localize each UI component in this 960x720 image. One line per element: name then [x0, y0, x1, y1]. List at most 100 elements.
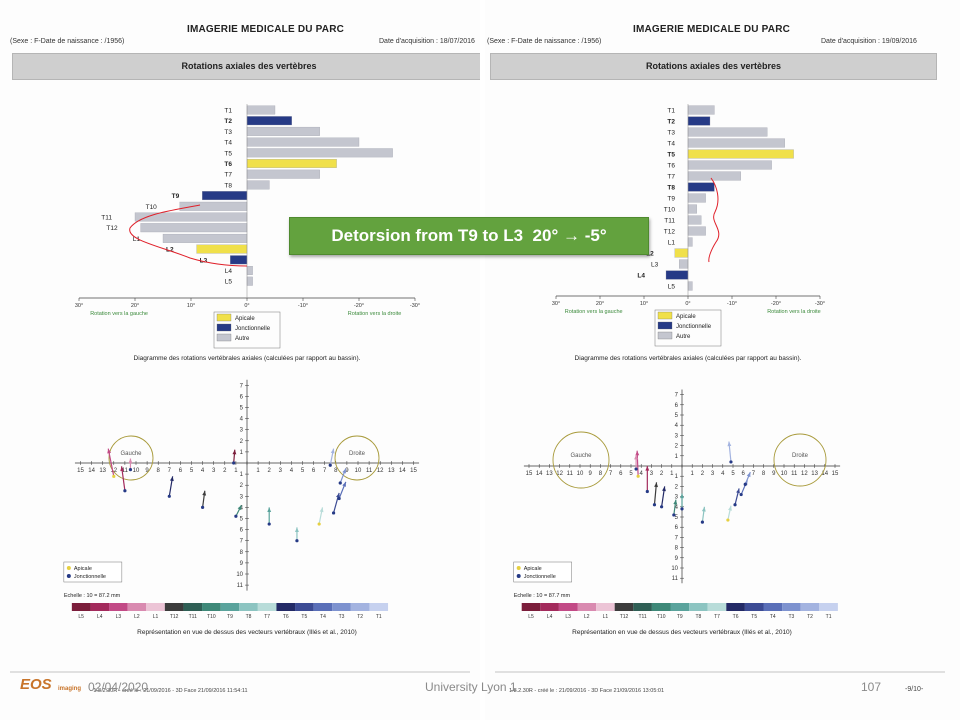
- vector-arrowhead: [336, 492, 340, 498]
- colorbar-segment: [276, 603, 296, 611]
- colorbar-segment: [782, 603, 801, 611]
- bar-L3: [679, 259, 689, 269]
- colorbar-label: T10: [657, 614, 666, 620]
- vector-x-tick-label: 7: [752, 471, 756, 477]
- patient-info: (Sexe : F-Date de naissance : /1956): [10, 38, 125, 45]
- vector-x-tick-label: 13: [546, 471, 553, 477]
- vector-y-tick-label: 1: [675, 454, 679, 460]
- bar-label-L4: L4: [225, 268, 233, 275]
- vector-legend-box: [63, 561, 123, 583]
- colorbar-segment: [350, 603, 370, 611]
- rotation-right-label: Rotation vers la droite: [348, 311, 402, 317]
- vector-origin-dot: [739, 492, 743, 497]
- colorbar-segment: [614, 603, 634, 611]
- circle-right-label: Droite: [792, 453, 809, 459]
- vector-x-tick-label: 2: [701, 471, 705, 477]
- vector-y-tick-label: 1: [675, 474, 679, 480]
- vector-y-tick-label: 6: [675, 525, 679, 531]
- x-tick-label: 10°: [640, 301, 648, 307]
- acquisition-date: Date d'acquisition : 18/07/2016: [379, 38, 475, 45]
- bar-L4: [665, 270, 689, 280]
- vector-origin-dot: [123, 489, 127, 493]
- bar-label-L3: L3: [200, 257, 208, 264]
- vector-x-tick-label: 1: [691, 471, 695, 477]
- bar-T9: [202, 191, 248, 201]
- colorbar-segment: [202, 603, 221, 611]
- bar-label-T2: T2: [224, 118, 232, 125]
- vector-caption: Représentation en vue de dessus des vect…: [137, 629, 357, 636]
- legend-junction-dot: [516, 574, 521, 578]
- vector-origin-dot: [660, 505, 664, 509]
- colorbar-segment: [109, 603, 128, 611]
- vector-y-tick-label: 8: [240, 550, 244, 556]
- vector-y-tick-label: 2: [240, 439, 244, 445]
- report-header-title: IMAGERIE MEDICALE DU PARC: [187, 24, 345, 35]
- vector-x-tick-label: 13: [811, 471, 818, 477]
- vector-x-tick-label: 5: [629, 471, 633, 477]
- bar-label-T6: T6: [667, 163, 675, 170]
- legend-label-apical: Apicale: [676, 314, 696, 320]
- vector-x-tick-label: 6: [619, 471, 623, 477]
- bar-label-T9: T9: [667, 196, 675, 203]
- vector-arrowhead: [736, 488, 740, 494]
- rotation-left-label: Rotation vers la gauche: [90, 311, 148, 317]
- bar-L3: [230, 255, 248, 265]
- vector-y-tick-label: 6: [240, 394, 244, 400]
- vector-y-tick-label: 9: [675, 556, 679, 562]
- panel-gap: [480, 0, 485, 720]
- legend-box: [654, 309, 722, 347]
- vector-x-tick-label: 10: [133, 468, 140, 474]
- vector-y-tick-label: 9: [240, 561, 244, 567]
- x-tick-label: 20°: [596, 301, 604, 307]
- bar-T5: [246, 148, 393, 158]
- vector-x-tick-label: 14: [399, 468, 406, 474]
- vector-x-tick-label: 3: [212, 468, 216, 474]
- legend-swatch-other: [657, 331, 673, 340]
- vector-x-tick-label: 2: [268, 468, 272, 474]
- sheet-page-indicator: -9/10-: [905, 686, 924, 693]
- vector-x-tick-label: 1: [670, 471, 674, 477]
- vector-x-tick-label: 11: [122, 468, 129, 474]
- vector-x-tick-label: 8: [157, 468, 161, 474]
- vector-origin-dot: [317, 522, 321, 526]
- section-banner: Rotations axiales des vertèbres: [12, 53, 480, 80]
- colorbar-label: T6: [283, 614, 289, 620]
- vector-origin-dot: [338, 481, 342, 485]
- vector-legend-box: [513, 561, 572, 583]
- vector-x-tick-label: 12: [110, 468, 117, 474]
- colorbar-label: L4: [97, 614, 103, 620]
- colorbar-label: T8: [695, 614, 701, 620]
- colorbar-label: T4: [320, 614, 326, 620]
- vector-x-tick-label: 3: [279, 468, 283, 474]
- vector-x-tick-label: 13: [99, 468, 106, 474]
- vector-y-tick-label: 2: [675, 444, 679, 450]
- colorbar-segment: [90, 603, 110, 611]
- report-header-title: IMAGERIE MEDICALE DU PARC: [633, 24, 791, 35]
- vector-x-tick-label: 4: [721, 471, 725, 477]
- vector-legend-junction: Jonctionnelle: [74, 574, 106, 580]
- bar-label-T1: T1: [667, 108, 675, 115]
- bar-L2: [674, 248, 689, 258]
- vector-arrowhead: [728, 505, 732, 511]
- colorbar-segment: [577, 603, 597, 611]
- vector-x-tick-label: 5: [301, 468, 305, 474]
- bar-label-T3: T3: [667, 130, 675, 137]
- vector-arrowhead: [701, 506, 706, 512]
- bar-label-T12: T12: [106, 225, 118, 232]
- vector-x-tick-label: 14: [536, 471, 543, 477]
- colorbar-label: T7: [714, 614, 720, 620]
- bar-T11: [134, 212, 248, 222]
- bar-T2: [246, 116, 292, 126]
- vector-x-tick-label: 5: [190, 468, 194, 474]
- vector-origin-dot: [680, 507, 684, 511]
- report-footer-line: 1.8.2.30R - créé le : 21/09/2016 - 3D Fa…: [509, 688, 664, 694]
- vector-x-tick-label: 9: [589, 471, 593, 477]
- vector-y-tick-label: 6: [240, 528, 244, 534]
- footer-organization: University Lyon 1: [425, 680, 517, 694]
- colorbar-label: L3: [565, 614, 571, 620]
- vector-arrowhead: [330, 448, 335, 454]
- colorbar-segment: [651, 603, 671, 611]
- bar-label-T3: T3: [224, 129, 232, 136]
- scale-label: Echelle : 10 = 87.2 mm: [64, 593, 121, 599]
- bar-label-L2: L2: [166, 247, 174, 254]
